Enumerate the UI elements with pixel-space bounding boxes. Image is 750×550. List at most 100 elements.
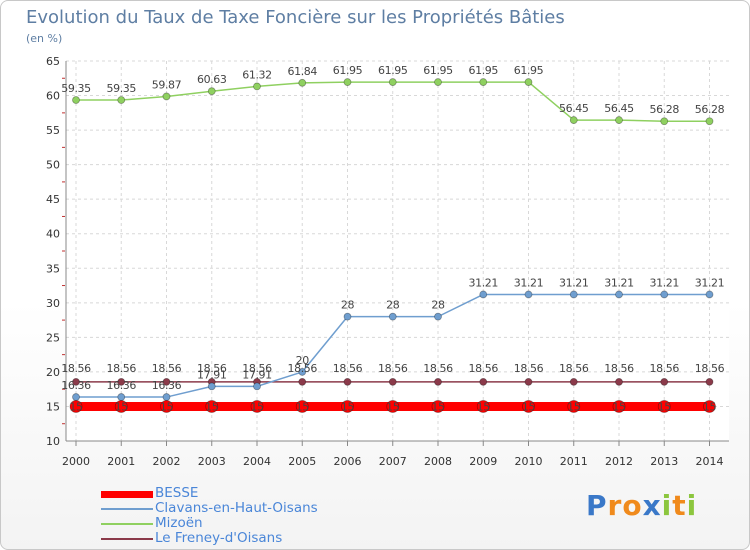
- logo-letter: o: [622, 489, 643, 522]
- data-point-clavans-en-haut-oisans: [615, 290, 623, 299]
- data-label-mizoen: 56.28: [650, 103, 680, 116]
- data-point-le-freney-d-oisans: [343, 377, 352, 386]
- data-label-clavans-en-haut-oisans: 16.36: [107, 379, 137, 392]
- data-label-mizoen: 59.87: [152, 78, 182, 91]
- data-label-besse: 15: [386, 400, 400, 413]
- legend-label: BESSE: [155, 485, 199, 501]
- data-label-mizoen: 56.45: [604, 102, 634, 115]
- data-label-clavans-en-haut-oisans: 17.91: [197, 368, 227, 381]
- data-label-clavans-en-haut-oisans: 20: [296, 354, 310, 367]
- data-labels-layer: 18.56 18.56 18.56 18.56 18.56 18.56 18.56 18.56…: [61, 64, 725, 413]
- data-label-besse: 15: [658, 400, 672, 413]
- y-tick-label: 50: [46, 159, 60, 172]
- data-label-le-freney-d-oisans: 18.56: [288, 362, 318, 375]
- data-point-le-freney-d-oisans: [388, 377, 397, 386]
- data-point-le-freney-d-oisans: [705, 377, 714, 386]
- data-point-mizoen: [72, 96, 80, 104]
- y-tick-label: 10: [46, 435, 60, 448]
- chart-title: Evolution du Taux de Taxe Foncière sur l…: [26, 7, 565, 28]
- x-tick-label: 2007: [379, 455, 407, 468]
- data-label-le-freney-d-oisans: 18.56: [378, 362, 408, 375]
- data-label-clavans-en-haut-oisans: 31.21: [559, 276, 589, 289]
- data-label-besse: 15: [522, 400, 536, 413]
- data-point-mizoen: [524, 78, 533, 86]
- proxiti-logo: Proxiti: [586, 489, 697, 522]
- legend-label: Clavans-en-Haut-Oisans: [155, 500, 318, 516]
- data-point-clavans-en-haut-oisans: [298, 368, 307, 376]
- data-point-besse: [612, 400, 626, 413]
- x-tick-label: 2005: [288, 455, 316, 468]
- grid-layer: [66, 60, 729, 442]
- data-point-clavans-en-haut-oisans: [343, 312, 352, 321]
- data-point-besse: [295, 400, 309, 413]
- data-point-clavans-en-haut-oisans: [479, 290, 488, 299]
- data-label-clavans-en-haut-oisans: 31.21: [514, 276, 544, 289]
- data-label-le-freney-d-oisans: 18.56: [197, 362, 227, 375]
- data-point-besse: [657, 400, 671, 413]
- data-point-besse: [160, 400, 173, 413]
- legend-label: Mizoën: [155, 515, 203, 531]
- y-tick-label: 40: [46, 228, 60, 241]
- data-label-le-freney-d-oisans: 18.56: [469, 362, 499, 375]
- x-tick-label: 2000: [62, 455, 90, 468]
- data-point-besse: [341, 400, 354, 413]
- data-point-besse: [114, 400, 128, 413]
- data-label-le-freney-d-oisans: 18.56: [650, 362, 680, 375]
- data-point-le-freney-d-oisans: [479, 377, 488, 386]
- data-label-mizoen: 61.84: [288, 65, 318, 78]
- x-tick-label: 2008: [424, 455, 452, 468]
- data-point-le-freney-d-oisans: [434, 377, 442, 386]
- logo-letter: t: [672, 489, 687, 522]
- data-label-mizoen: 61.95: [423, 64, 453, 77]
- logo-letter: P: [586, 489, 608, 522]
- data-label-besse: 15: [431, 400, 445, 413]
- data-label-le-freney-d-oisans: 18.56: [695, 362, 725, 375]
- data-label-mizoen: 59.35: [107, 82, 137, 95]
- data-label-le-freney-d-oisans: 18.56: [559, 362, 589, 375]
- data-point-besse: [476, 400, 490, 413]
- data-label-clavans-en-haut-oisans: 28: [431, 299, 445, 312]
- y-tick-label: 45: [46, 193, 60, 206]
- y-tick-label: 20: [46, 366, 60, 379]
- data-point-mizoen: [298, 78, 307, 87]
- data-point-besse: [567, 400, 581, 413]
- data-point-le-freney-d-oisans: [117, 377, 126, 386]
- data-label-clavans-en-haut-oisans: 17.91: [242, 368, 272, 381]
- data-label-clavans-en-haut-oisans: 31.21: [469, 276, 499, 289]
- data-point-besse: [69, 400, 83, 413]
- data-label-mizoen: 61.95: [514, 64, 544, 77]
- logo-letter: i: [686, 489, 698, 522]
- data-label-mizoen: 59.35: [61, 82, 91, 95]
- x-tick-label: 2001: [107, 455, 135, 468]
- data-label-clavans-en-haut-oisans: 31.21: [650, 276, 680, 289]
- data-point-mizoen: [479, 78, 488, 86]
- data-label-mizoen: 56.28: [695, 103, 725, 116]
- data-label-besse: 15: [703, 400, 717, 413]
- data-label-clavans-en-haut-oisans: 16.36: [152, 379, 182, 392]
- data-point-clavans-en-haut-oisans: [207, 382, 216, 391]
- data-label-mizoen: 61.95: [333, 64, 363, 77]
- plot-area: [66, 61, 729, 441]
- data-point-mizoen: [253, 82, 261, 91]
- data-label-le-freney-d-oisans: 18.56: [604, 362, 634, 375]
- x-tick-label: 2009: [469, 455, 497, 468]
- data-point-besse: [205, 400, 219, 413]
- y-tick-label: 35: [46, 262, 60, 275]
- logo-letter: x: [642, 489, 662, 522]
- data-label-besse: 15: [115, 400, 129, 413]
- legend-swatch: [101, 538, 153, 540]
- data-point-besse: [250, 400, 264, 413]
- x-tick-label: 2012: [605, 455, 633, 468]
- data-point-mizoen: [434, 78, 442, 86]
- data-point-mizoen: [569, 116, 578, 124]
- x-tick-label: 2011: [560, 455, 588, 468]
- data-point-besse: [431, 400, 445, 413]
- data-point-clavans-en-haut-oisans: [569, 290, 578, 299]
- legend-swatch: [101, 490, 153, 498]
- data-label-clavans-en-haut-oisans: 28: [341, 299, 355, 312]
- data-label-le-freney-d-oisans: 18.56: [333, 362, 363, 375]
- data-point-le-freney-d-oisans: [524, 377, 533, 386]
- data-label-besse: 15: [205, 400, 219, 413]
- data-label-clavans-en-haut-oisans: 31.21: [604, 276, 634, 289]
